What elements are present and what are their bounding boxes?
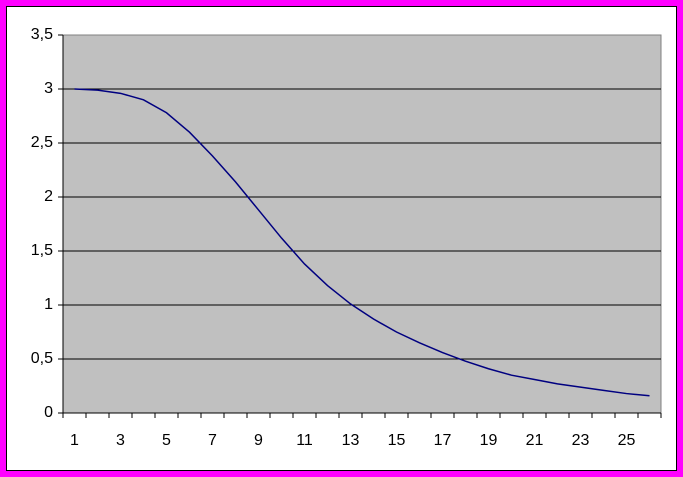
y-tick-label: 2,5	[31, 134, 53, 151]
x-tick-label: 15	[388, 432, 406, 449]
y-tick-label: 3	[44, 80, 53, 97]
y-tick-label: 3,5	[31, 26, 53, 43]
x-tick-label: 11	[296, 432, 313, 449]
y-tick-label: 0	[44, 404, 53, 421]
x-tick-label: 7	[208, 432, 217, 449]
x-tick-label: 17	[434, 432, 452, 449]
x-tick-label: 21	[526, 432, 544, 449]
x-tick-label: 9	[254, 432, 263, 449]
x-tick-label: 13	[342, 432, 360, 449]
y-tick-label: 2	[44, 188, 53, 205]
x-tick-label: 5	[162, 432, 171, 449]
x-tick-label: 1	[70, 432, 79, 449]
plot-area	[62, 34, 662, 414]
x-tick-label: 3	[116, 432, 125, 449]
series-line	[74, 88, 650, 397]
x-tick-label: 19	[480, 432, 498, 449]
y-tick-label: 1,5	[31, 242, 53, 259]
x-tick-label: 25	[618, 432, 636, 449]
y-tick-label: 1	[44, 296, 53, 313]
x-tick-label: 23	[572, 432, 590, 449]
y-tick-label: 0,5	[31, 350, 53, 367]
